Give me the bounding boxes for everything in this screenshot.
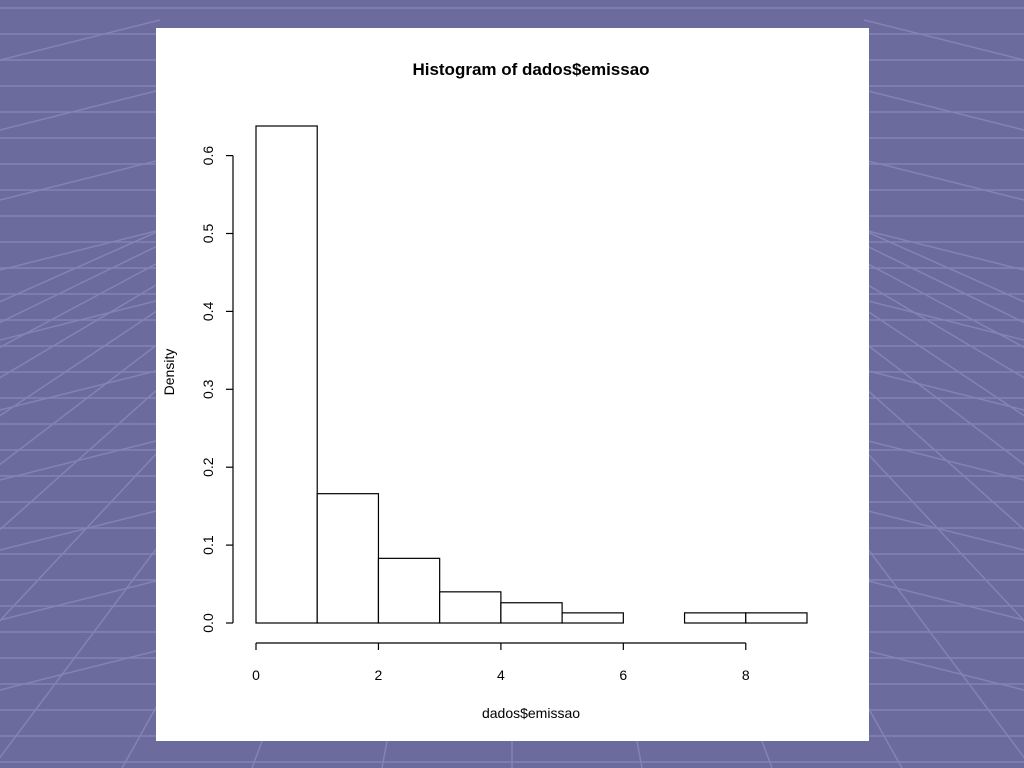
chart-title: Histogram of dados$emissao xyxy=(412,60,649,79)
x-tick-label: 6 xyxy=(619,667,627,683)
histogram-bar xyxy=(683,612,747,624)
y-tick-label: 0.6 xyxy=(200,146,216,166)
histogram-bar xyxy=(316,493,380,624)
y-axis: 0.0 0.1 0.2 0.3 0.4 0.5 0.6 xyxy=(200,146,234,633)
bars-group xyxy=(255,125,808,624)
histogram-bar xyxy=(255,125,318,624)
histogram-chart: Histogram of dados$emissao dados$emissao… xyxy=(161,60,808,721)
x-tick-label: 0 xyxy=(252,667,260,683)
histogram-bar xyxy=(561,612,624,624)
histogram-bar xyxy=(377,557,441,624)
y-tick-label: 0.0 xyxy=(200,613,216,633)
y-tick-label: 0.1 xyxy=(200,535,216,555)
x-axis: 0 2 4 6 8 xyxy=(252,642,750,683)
y-tick-label: 0.5 xyxy=(200,224,216,244)
y-tick-label: 0.4 xyxy=(200,301,216,321)
y-tick-label: 0.3 xyxy=(200,379,216,399)
x-tick-label: 2 xyxy=(375,667,383,683)
plot-panel: Histogram of dados$emissao dados$emissao… xyxy=(156,28,869,741)
y-axis-label: Density xyxy=(161,349,177,396)
histogram-bar xyxy=(500,602,563,624)
y-tick-label: 0.2 xyxy=(200,457,216,477)
x-axis-label: dados$emissao xyxy=(482,705,580,721)
histogram-bar xyxy=(439,591,502,624)
histogram-bar xyxy=(745,612,808,624)
x-tick-label: 8 xyxy=(742,667,750,683)
x-tick-label: 4 xyxy=(497,667,505,683)
